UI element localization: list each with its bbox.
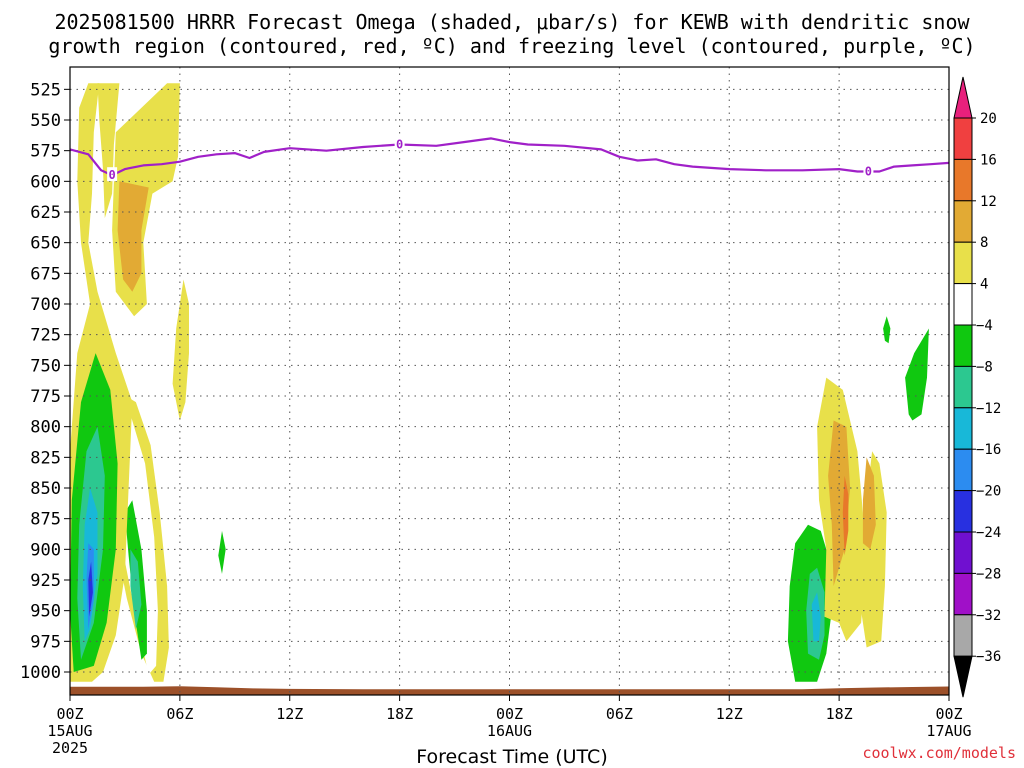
freezing-level-label-bg bbox=[107, 167, 118, 182]
colorbar-label: 8 bbox=[980, 235, 988, 251]
y-tick-label: 925 bbox=[30, 571, 61, 591]
y-tick-label: 825 bbox=[30, 448, 61, 468]
y-tick-label: 725 bbox=[30, 326, 61, 346]
omega-region bbox=[130, 549, 142, 630]
colorbar-bin bbox=[953, 614, 973, 657]
x-tick-label: 06Z bbox=[166, 705, 193, 723]
footer-url[interactable]: coolwx.com/models bbox=[862, 744, 1016, 762]
colorbar-label: −36 bbox=[976, 649, 1001, 665]
colorbar-label: 4 bbox=[980, 277, 988, 293]
y-tick-label: 850 bbox=[30, 479, 61, 499]
y-tick-label: 600 bbox=[30, 172, 61, 192]
chart-title-line-2: growth region (contoured, red, ºC) and f… bbox=[48, 34, 976, 58]
colorbar-bin bbox=[953, 117, 973, 160]
terrain-layer bbox=[70, 686, 949, 695]
x-tick-date-label: 17AUG bbox=[926, 722, 971, 740]
y-tick-label: 650 bbox=[30, 234, 61, 254]
colorbar-bin bbox=[953, 531, 973, 574]
colorbar-label: −12 bbox=[976, 401, 1001, 417]
y-axis: 525 550 575 600 625 650 675 700 725 750 775 800 825 8… bbox=[20, 80, 70, 683]
colorbar-top-triangle bbox=[953, 76, 973, 119]
y-tick-label: 575 bbox=[30, 142, 61, 162]
x-tick-year-label: 2025 bbox=[52, 739, 88, 757]
colorbar: 20 16 12 8 4 −4 −8 −12 −16 −20 −24 −28 −32 −36 bbox=[953, 76, 1001, 698]
x-tick-label: 06Z bbox=[606, 705, 633, 723]
omega-region bbox=[842, 475, 849, 556]
y-tick-label: 675 bbox=[30, 264, 61, 284]
freezing-level-label: 0 bbox=[109, 168, 116, 182]
x-tick-label: 00Z bbox=[496, 705, 523, 723]
y-tick-label: 775 bbox=[30, 387, 61, 407]
y-tick-label: 700 bbox=[30, 295, 61, 315]
colorbar-bin bbox=[953, 158, 973, 202]
y-tick-label: 625 bbox=[30, 203, 61, 223]
y-tick-label: 1000 bbox=[20, 663, 61, 683]
colorbar-bottom-triangle bbox=[953, 655, 973, 698]
x-tick-label: 00Z bbox=[56, 705, 83, 723]
grid-lines bbox=[70, 67, 949, 695]
omega-region bbox=[905, 328, 929, 421]
freezing-level-contour: 0 0 0 bbox=[70, 136, 949, 182]
freezing-level-label: 0 bbox=[865, 165, 872, 179]
omega-shaded-regions bbox=[70, 83, 929, 682]
omega-region bbox=[172, 279, 189, 421]
omega-region bbox=[862, 457, 876, 550]
x-tick-label: 12Z bbox=[716, 705, 743, 723]
colorbar-label: 12 bbox=[980, 194, 997, 210]
x-tick-label: 12Z bbox=[276, 705, 303, 723]
colorbar-bin bbox=[953, 572, 973, 616]
omega-region bbox=[88, 561, 93, 617]
x-tick-label: 18Z bbox=[826, 705, 853, 723]
x-tick-label: 00Z bbox=[935, 705, 962, 723]
colorbar-label: −4 bbox=[976, 318, 993, 334]
colorbar-bin bbox=[953, 241, 973, 285]
colorbar-bin bbox=[953, 200, 973, 243]
x-tick-date-label: 16AUG bbox=[487, 722, 532, 740]
chart-title-line-1: 2025081500 HRRR Forecast Omega (shaded, … bbox=[54, 10, 970, 34]
colorbar-bin bbox=[953, 324, 973, 367]
colorbar-bin bbox=[953, 407, 973, 450]
y-tick-label: 950 bbox=[30, 602, 61, 622]
y-tick-label: 800 bbox=[30, 418, 61, 438]
colorbar-label: −32 bbox=[976, 608, 1001, 624]
colorbar-bin bbox=[953, 365, 973, 409]
x-axis-title: Forecast Time (UTC) bbox=[416, 746, 608, 768]
colorbar-bin bbox=[953, 490, 973, 533]
freezing-level-label-bg bbox=[863, 163, 874, 178]
colorbar-label: −24 bbox=[976, 525, 1001, 541]
x-tick-label: 18Z bbox=[386, 705, 413, 723]
colorbar-label: −28 bbox=[976, 566, 1001, 582]
omega-region bbox=[218, 530, 226, 574]
x-tick-date-label: 15AUG bbox=[47, 722, 92, 740]
omega-region bbox=[117, 181, 149, 292]
colorbar-label: −16 bbox=[976, 442, 1001, 458]
freezing-level-line bbox=[70, 137, 949, 177]
colorbar-bin bbox=[953, 283, 973, 326]
colorbar-label: −20 bbox=[976, 484, 1001, 500]
y-tick-label: 550 bbox=[30, 111, 61, 131]
y-tick-label: 900 bbox=[30, 540, 61, 560]
colorbar-label: 16 bbox=[980, 152, 997, 168]
y-tick-label: 750 bbox=[30, 356, 61, 376]
y-tick-label: 975 bbox=[30, 632, 61, 652]
y-tick-label: 875 bbox=[30, 510, 61, 530]
y-tick-label: 525 bbox=[30, 80, 61, 100]
terrain-band bbox=[70, 686, 949, 695]
colorbar-bin bbox=[953, 448, 973, 492]
omega-region bbox=[811, 592, 821, 642]
omega-region bbox=[859, 451, 887, 648]
colorbar-label: 20 bbox=[980, 111, 997, 127]
freezing-level-label-bg bbox=[394, 136, 405, 151]
colorbar-label: −8 bbox=[976, 359, 993, 375]
omega-region bbox=[97, 83, 120, 219]
omega-region bbox=[883, 316, 891, 344]
freezing-level-label: 0 bbox=[396, 138, 403, 152]
